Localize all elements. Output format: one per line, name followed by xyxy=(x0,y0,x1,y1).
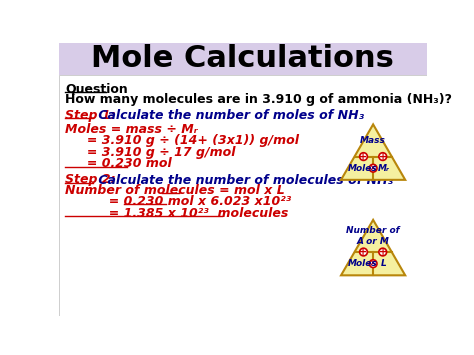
Text: = 1.385 x 10²³  molecules: = 1.385 x 10²³ molecules xyxy=(65,207,289,220)
Text: = 3.910 g ÷ 17 g/mol: = 3.910 g ÷ 17 g/mol xyxy=(65,146,236,159)
Text: L: L xyxy=(381,259,387,268)
Text: = 0.230 mol: = 0.230 mol xyxy=(65,157,172,170)
Circle shape xyxy=(369,164,377,172)
Text: Step 2:: Step 2: xyxy=(65,174,116,186)
Text: ×: × xyxy=(369,259,377,269)
Text: +: + xyxy=(359,152,367,162)
Text: +: + xyxy=(359,247,367,257)
Text: Number of
A or M: Number of A or M xyxy=(346,226,400,246)
Text: Calculate the number of moles of NH₃: Calculate the number of moles of NH₃ xyxy=(94,109,364,122)
Circle shape xyxy=(379,248,387,256)
Text: Moles: Moles xyxy=(347,164,377,173)
Circle shape xyxy=(379,153,387,160)
Polygon shape xyxy=(341,124,405,180)
Text: = 3.910 g ÷ (14+ (3x1)) g/mol: = 3.910 g ÷ (14+ (3x1)) g/mol xyxy=(65,134,300,147)
Text: Moles: Moles xyxy=(347,259,377,268)
Text: Mole Calculations: Mole Calculations xyxy=(91,44,394,73)
Text: Question: Question xyxy=(65,83,128,95)
Text: +: + xyxy=(379,247,387,257)
Circle shape xyxy=(360,248,367,256)
Polygon shape xyxy=(341,220,405,275)
Text: Moles = mass ÷ Mᵣ: Moles = mass ÷ Mᵣ xyxy=(65,123,198,136)
Text: +: + xyxy=(379,152,387,162)
FancyBboxPatch shape xyxy=(59,43,427,75)
Circle shape xyxy=(360,153,367,160)
Text: Mass: Mass xyxy=(360,136,386,145)
Text: Step 1:: Step 1: xyxy=(65,109,116,122)
Text: How many molecules are in 3.910 g of ammonia (NH₃)?: How many molecules are in 3.910 g of amm… xyxy=(65,93,453,106)
FancyBboxPatch shape xyxy=(59,75,427,316)
Text: = 0.230 mol x 6.023 x10²³: = 0.230 mol x 6.023 x10²³ xyxy=(65,195,292,208)
Text: ×: × xyxy=(369,163,377,173)
Text: Number of molecules = mol x L: Number of molecules = mol x L xyxy=(65,184,285,197)
Text: Calculate the number of molecules of NH₃: Calculate the number of molecules of NH₃ xyxy=(94,174,393,186)
Text: Mᵣ: Mᵣ xyxy=(378,164,390,173)
Circle shape xyxy=(369,260,377,268)
